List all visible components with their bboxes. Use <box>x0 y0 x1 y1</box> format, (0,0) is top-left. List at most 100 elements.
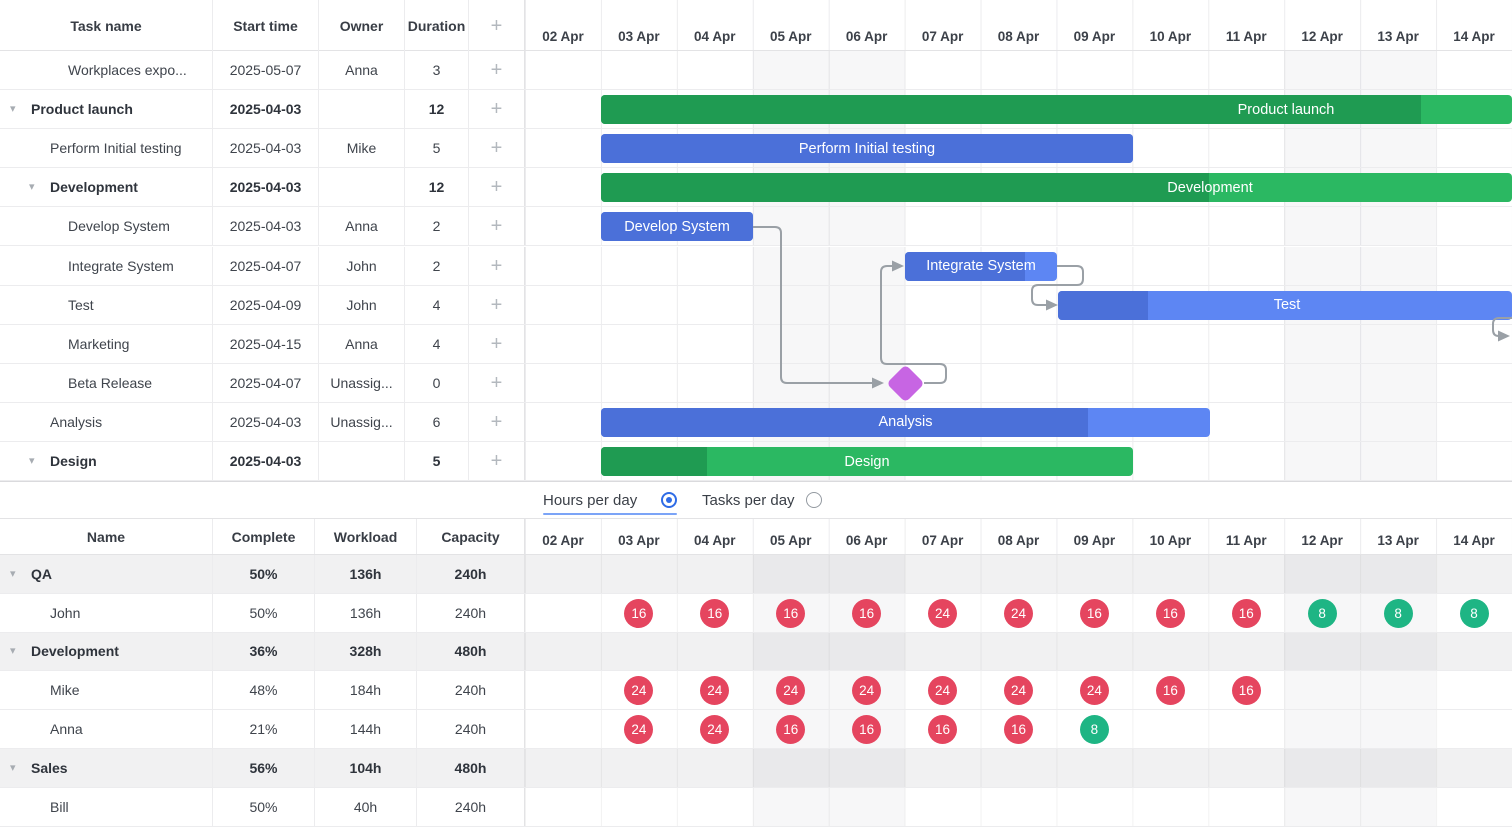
weekend-shading <box>828 787 905 826</box>
gantt-row-timeline: Develop System <box>525 207 1512 246</box>
add-task-button[interactable]: + <box>469 168 525 207</box>
weekend-shading <box>1284 129 1361 168</box>
task-name-cell: ▾ Product launch <box>0 90 213 129</box>
gantt-row-timeline: Perform Initial testing <box>525 129 1512 168</box>
task-row[interactable]: Integrate System 2025-04-07 John 2 + Integrat… <box>0 246 1512 286</box>
task-row[interactable]: ▾ Product launch 2025-04-03 12 + Product laun… <box>0 90 1512 130</box>
task-duration-cell: 4 <box>405 324 469 363</box>
gantt-bar-progress <box>601 447 707 476</box>
task-owner-cell: John <box>319 285 405 324</box>
gantt-bar-develop-system[interactable]: Develop System <box>601 212 753 242</box>
task-owner-cell <box>319 168 405 207</box>
workload-row[interactable]: John 50% 136h 240h 16 16 16 16 24 24 16 16 16 8 8 8 <box>0 593 1512 633</box>
add-task-button[interactable]: + <box>469 90 525 129</box>
weekend-shading <box>1360 671 1437 710</box>
task-row[interactable]: ▾ Development 2025-04-03 12 + Development <box>0 168 1512 208</box>
task-duration-cell: 2 <box>405 246 469 285</box>
task-row[interactable]: Beta Release 2025-04-07 Unassig... 0 + <box>0 363 1512 403</box>
task-row[interactable]: Test 2025-04-09 John 4 + Test <box>0 285 1512 325</box>
gantt-bar-product-launch[interactable]: Product launch <box>601 95 1512 125</box>
add-task-button[interactable]: + <box>469 207 525 246</box>
plus-icon: + <box>490 410 503 433</box>
weekend-shading <box>752 207 829 246</box>
task-owner-cell: Anna <box>319 207 405 246</box>
add-task-button[interactable]: + <box>469 442 525 481</box>
weekend-shading <box>1360 442 1437 481</box>
collapse-arrow-icon[interactable]: ▾ <box>10 567 16 580</box>
daily-load-badge: 16 <box>1079 598 1109 628</box>
radio-selected-icon[interactable] <box>661 492 677 508</box>
weekend-shading <box>1360 555 1437 593</box>
weekend-shading <box>828 324 905 363</box>
task-row[interactable]: ▾ Design 2025-04-03 5 + Design <box>0 442 1512 482</box>
gantt-bar-design[interactable]: Design <box>601 447 1133 476</box>
workload-row[interactable]: ▾ QA 50% 136h 240h <box>0 555 1512 594</box>
weekend-shading <box>1284 671 1361 710</box>
timeline-date-label: 05 Apr <box>769 533 812 548</box>
timeline-date-label: 06 Apr <box>845 533 888 548</box>
daily-load-badge: 16 <box>1155 676 1185 706</box>
gantt-row-timeline <box>525 324 1512 363</box>
add-task-button[interactable]: + <box>469 402 525 441</box>
timeline-date-label: 14 Apr <box>1453 533 1495 548</box>
column-header-start-time: Start time <box>213 0 319 51</box>
task-name-label: Develop System <box>68 218 170 235</box>
collapse-arrow-icon[interactable]: ▾ <box>10 103 16 116</box>
radio-unselected-icon[interactable] <box>805 492 822 508</box>
plus-icon: + <box>490 450 503 473</box>
task-row[interactable]: Workplaces expo... 2025-05-07 Anna 3 + <box>0 51 1512 91</box>
timeline-date-label: 13 Apr <box>1377 533 1419 548</box>
task-name-cell: Beta Release <box>0 363 213 402</box>
collapse-arrow-icon[interactable]: ▾ <box>29 455 35 468</box>
task-start-cell: 2025-04-03 <box>213 402 319 441</box>
add-task-button[interactable]: + <box>469 285 525 324</box>
add-task-button[interactable]: + <box>469 51 525 90</box>
task-row[interactable]: Analysis 2025-04-03 Unassig... 6 + Analysis <box>0 402 1512 442</box>
tasks-per-day-toggle[interactable]: Tasks per day <box>702 482 822 518</box>
workload-cell: 136h <box>315 593 417 632</box>
column-header-owner: Owner <box>319 0 405 51</box>
gantt-bar-label: Product launch <box>1237 101 1335 118</box>
weekend-shading <box>1360 324 1437 363</box>
timeline-date-label: 07 Apr <box>921 533 964 548</box>
weekend-shading <box>1360 363 1437 402</box>
task-row[interactable]: Marketing 2025-04-15 Anna 4 + <box>0 324 1512 364</box>
workload-row[interactable]: Anna 21% 144h 240h 24 24 16 16 16 16 8 <box>0 710 1512 749</box>
gantt-bar-progress <box>1058 290 1148 320</box>
timeline-date-label: 09 Apr <box>1073 29 1116 44</box>
add-task-button[interactable]: + <box>469 363 525 402</box>
task-start-cell: 2025-04-07 <box>213 363 319 402</box>
task-row[interactable]: Develop System 2025-04-03 Anna 2 + Develop Sy… <box>0 207 1512 247</box>
add-task-button[interactable]: + <box>469 129 525 168</box>
weekend-shading <box>1284 710 1361 748</box>
task-start-cell: 2025-04-03 <box>213 442 319 481</box>
collapse-arrow-icon[interactable]: ▾ <box>10 645 16 658</box>
add-column-button[interactable]: + <box>469 0 525 51</box>
workload-cell: 40h <box>315 787 417 826</box>
workload-row[interactable]: Mike 48% 184h 240h 24 24 24 24 24 24 24 16 16 <box>0 671 1512 711</box>
task-row[interactable]: Perform Initial testing 2025-04-03 Mike 5 + P… <box>0 129 1512 169</box>
hours-per-day-toggle[interactable]: Hours per day <box>543 482 677 518</box>
daily-load-badge: 16 <box>1003 715 1033 745</box>
collapse-arrow-icon[interactable]: ▾ <box>29 181 35 194</box>
gantt-row-timeline: Test <box>525 285 1512 324</box>
add-task-button[interactable]: + <box>469 246 525 285</box>
gantt-bar-test[interactable]: Test <box>1058 290 1512 320</box>
gantt-bar-development[interactable]: Development <box>601 173 1512 203</box>
workload-row[interactable]: Bill 50% 40h 240h <box>0 787 1512 827</box>
workload-row[interactable]: ▾ Development 36% 328h 480h <box>0 632 1512 672</box>
plus-icon: + <box>490 332 503 355</box>
timeline-date-label: 10 Apr <box>1149 29 1192 44</box>
daily-load-badge: 24 <box>776 676 806 706</box>
gantt-bar-analysis[interactable]: Analysis <box>601 407 1210 437</box>
gantt-bar-integrate-system[interactable]: Integrate System <box>905 251 1057 281</box>
collapse-arrow-icon[interactable]: ▾ <box>10 761 16 774</box>
add-task-button[interactable]: + <box>469 324 525 363</box>
capacity-cell: 480h <box>417 632 525 671</box>
workload-row[interactable]: ▾ Sales 56% 104h 480h <box>0 749 1512 788</box>
weekend-shading <box>752 363 829 402</box>
gantt-bar-perform-initial-testing[interactable]: Perform Initial testing <box>601 134 1133 164</box>
weekend-shading <box>1284 749 1361 787</box>
task-name-label: Perform Initial testing <box>50 140 182 157</box>
weekend-shading <box>752 324 829 363</box>
